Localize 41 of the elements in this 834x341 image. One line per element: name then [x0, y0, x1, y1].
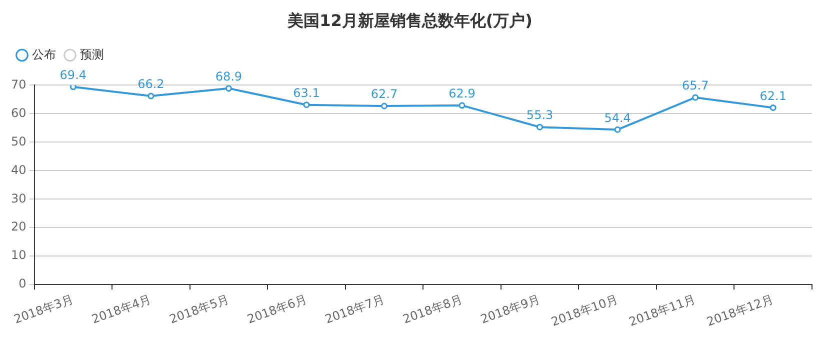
x-tick-label: 2018年11月 [627, 292, 698, 329]
y-tick-label: 60 [10, 106, 26, 120]
data-label: 69.4 [60, 68, 87, 82]
legend-label: 公布 [32, 47, 56, 62]
point [381, 102, 388, 110]
point [692, 94, 699, 101]
x-tick-label: 2018年12月 [704, 292, 776, 329]
x-tick-label: 2018年5月 [168, 292, 231, 326]
x-tick-label: 2018年6月 [245, 292, 309, 326]
data-label: 66.2 [138, 77, 164, 92]
data-label: 54.4 [604, 110, 631, 125]
data-label: 68.9 [215, 69, 242, 84]
point [70, 85, 76, 90]
x-tick-label: 2018年7月 [323, 292, 386, 326]
y-tick-label: 70 [10, 77, 26, 92]
x-tick-label: 2018年3月 [12, 292, 76, 326]
y-tick-label: 30 [10, 191, 26, 206]
point [614, 126, 621, 133]
legend-label: 预测 [80, 47, 104, 62]
data-label: 65.7 [682, 78, 709, 93]
point [225, 85, 232, 92]
chart-title: 美国12月新屋销售总数年化(万户) [286, 10, 532, 30]
data-label: 62.1 [760, 88, 786, 103]
data-label: 62.7 [370, 87, 398, 102]
point [303, 102, 310, 108]
point [770, 104, 776, 111]
y-tick-label: 40 [10, 162, 26, 177]
data-label: 55.3 [526, 108, 554, 122]
point [148, 92, 154, 100]
data-label: 62.9 [448, 86, 476, 101]
data-label: 63.1 [293, 86, 320, 100]
y-tick-label: 0 [18, 276, 26, 291]
x-tick-label: 2018年8月 [400, 292, 464, 326]
x-tick-label: 2018年9月 [478, 292, 542, 326]
y-tick-label: 20 [10, 220, 26, 234]
y-tick-label: 10 [10, 248, 26, 262]
point [536, 124, 544, 130]
point [458, 102, 466, 109]
x-tick-label: 2018年10月 [549, 292, 620, 329]
x-tick-label: 2018年4月 [90, 292, 154, 326]
y-tick-label: 50 [10, 134, 26, 148]
